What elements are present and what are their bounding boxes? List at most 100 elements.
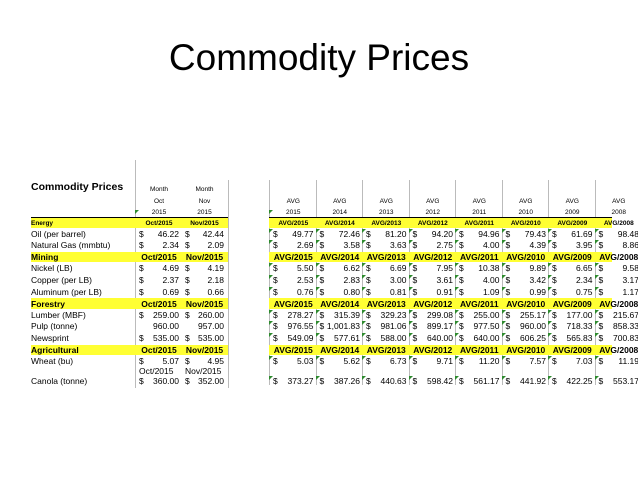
avg-value: 9.89 — [529, 263, 546, 274]
avg-header: AVG — [519, 198, 533, 205]
oct-value: 535.00 — [153, 332, 179, 343]
section-avg-label: AVG/2013 — [366, 298, 406, 309]
dollar-sign: $ — [412, 228, 418, 239]
cell-marker — [548, 309, 552, 314]
avg-value: 79.43 — [524, 228, 546, 239]
dollar-sign: $ — [273, 332, 278, 343]
dollar-sign: $ — [139, 274, 144, 285]
section-band — [269, 298, 612, 309]
column-divider — [548, 180, 549, 385]
cell-marker — [362, 286, 366, 291]
section-avg-label: AVG/2013 — [366, 345, 406, 355]
avg-value: 9.71 — [436, 356, 453, 367]
nov-value: 4.95 — [207, 356, 224, 367]
section-name: Forestry — [31, 298, 66, 309]
avg-value: 4.00 — [482, 240, 500, 251]
year-header: 2013 — [379, 209, 394, 216]
oct-value: 5.07 — [162, 356, 179, 367]
avg-value: 6.62 — [343, 263, 360, 274]
cell-marker — [269, 332, 273, 337]
cell-marker — [315, 332, 320, 337]
avg-header: AVG — [565, 198, 579, 205]
dollar-sign: $ — [505, 263, 511, 274]
cell-marker — [594, 286, 599, 291]
dollar-sign: $ — [598, 332, 604, 343]
cell-marker — [594, 356, 599, 361]
column-divider — [269, 180, 270, 385]
section-avg-label: AVG/2015 — [278, 219, 309, 227]
dollar-sign: $ — [552, 240, 557, 251]
dollar-sign: $ — [185, 228, 190, 239]
year-header: 2009 — [565, 209, 580, 216]
section-name: Energy — [31, 219, 54, 227]
cell-marker — [408, 286, 413, 291]
dollar-sign: $ — [139, 240, 144, 251]
avg-value: 329.23 — [380, 309, 407, 320]
dollar-sign: $ — [139, 228, 144, 239]
dollar-sign: $ — [139, 263, 144, 274]
section-avg-label: AVG/2011 — [459, 345, 499, 355]
slide-title: Commodity Prices — [168, 37, 470, 78]
cell-marker — [269, 210, 273, 214]
dollar-sign: $ — [552, 332, 557, 343]
cell-marker — [362, 321, 366, 326]
dollar-sign: $ — [366, 375, 371, 386]
section-band — [31, 218, 228, 228]
dollar-sign: $ — [366, 332, 371, 343]
nov-value: 2.18 — [207, 274, 224, 285]
cell-marker — [548, 321, 552, 326]
cell-marker — [594, 228, 599, 233]
dollar-sign: $ — [366, 286, 371, 297]
cell-marker — [501, 332, 506, 337]
cell-marker — [408, 263, 413, 268]
cell-marker — [362, 274, 366, 279]
dollar-sign: $ — [319, 228, 325, 239]
sub-month-label: Nov/2015 — [185, 366, 222, 377]
cell-marker — [362, 356, 366, 361]
section-avg-label: AVG/2012 — [413, 345, 453, 355]
oct-value: 259.00 — [153, 309, 179, 320]
cell-marker — [315, 274, 320, 279]
section-avg-label: AVG/2008 — [599, 298, 638, 309]
dollar-sign: $ — [273, 375, 278, 386]
dollar-sign: $ — [459, 332, 464, 343]
dollar-sign: $ — [185, 240, 190, 251]
oct-value: 2.37 — [162, 274, 179, 285]
dollar-sign: $ — [273, 274, 278, 285]
dollar-sign: $ — [273, 263, 278, 274]
dollar-sign: $ — [273, 309, 278, 320]
dollar-sign: $ — [185, 356, 190, 367]
cell-marker — [315, 240, 320, 245]
avg-value: 0.81 — [389, 286, 407, 297]
cell-marker — [269, 286, 273, 291]
column-divider — [594, 180, 596, 385]
dollar-sign: $ — [319, 263, 325, 274]
section-month-label: Nov/2015 — [185, 252, 224, 263]
avg-value: 3.42 — [529, 274, 546, 285]
avg-value: 5.50 — [296, 263, 314, 274]
cell-marker — [315, 228, 320, 233]
cell-marker — [315, 263, 320, 268]
cell-marker — [362, 263, 366, 268]
dollar-sign: $ — [598, 240, 604, 251]
avg-value: 49.77 — [292, 228, 314, 239]
avg-value: 5.03 — [296, 356, 314, 367]
nov-value: 957.00 — [198, 321, 224, 332]
avg-value: 7.03 — [575, 356, 593, 367]
cell-marker — [548, 332, 552, 337]
row-label: Natural Gas (mmbtu) — [31, 240, 111, 251]
column-divider — [408, 180, 410, 385]
month-header: Nov — [198, 198, 211, 205]
avg-value: 858.33 — [613, 321, 638, 332]
cell-marker — [594, 332, 599, 337]
avg-value: 315.39 — [334, 309, 360, 320]
cell-marker — [315, 309, 320, 314]
section-avg-label: AVG/2009 — [552, 298, 592, 309]
dollar-sign: $ — [505, 332, 511, 343]
dollar-sign: $ — [552, 263, 557, 274]
dollar-sign: $ — [552, 286, 557, 297]
avg-value: 7.95 — [436, 263, 453, 274]
dollar-sign: $ — [459, 356, 464, 367]
avg-value: 2.34 — [575, 274, 593, 285]
avg-value: 4.00 — [482, 274, 500, 285]
